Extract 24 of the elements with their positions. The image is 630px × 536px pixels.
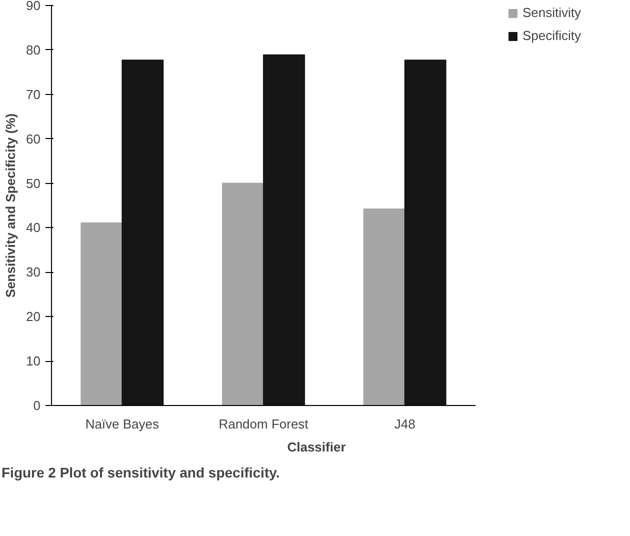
y-tick-label: 40 [26,220,41,236]
x-tick-label: Random Forest [218,416,309,432]
y-tick-label: 70 [26,86,41,102]
bar [263,54,305,406]
y-tick-label: 10 [26,354,41,369]
bar [404,60,446,406]
y-tick-label: 30 [26,264,41,280]
legend-label: Specificity [522,28,581,43]
legend-label: Sensitivity [522,5,581,20]
bar [80,222,123,406]
x-tick-label: Naïve Bayes [85,416,160,432]
y-tick-label: 20 [26,309,41,324]
bar [363,208,406,406]
bar [122,60,164,406]
y-tick-label: 80 [26,42,41,58]
x-tick-label: J48 [394,416,416,432]
caption: Figure 2 Plot of sensitivity and specificity. [2,464,280,480]
y-tick-label: 60 [26,131,41,146]
y-tick-label: 90 [26,0,41,13]
bar [222,182,264,406]
x-axis-title: Classifier [287,440,346,454]
y-axis-title: Sensitivity and Specificity (%) [3,113,18,298]
y-tick-label: 50 [26,176,41,191]
y-tick-label: 0 [33,398,41,413]
